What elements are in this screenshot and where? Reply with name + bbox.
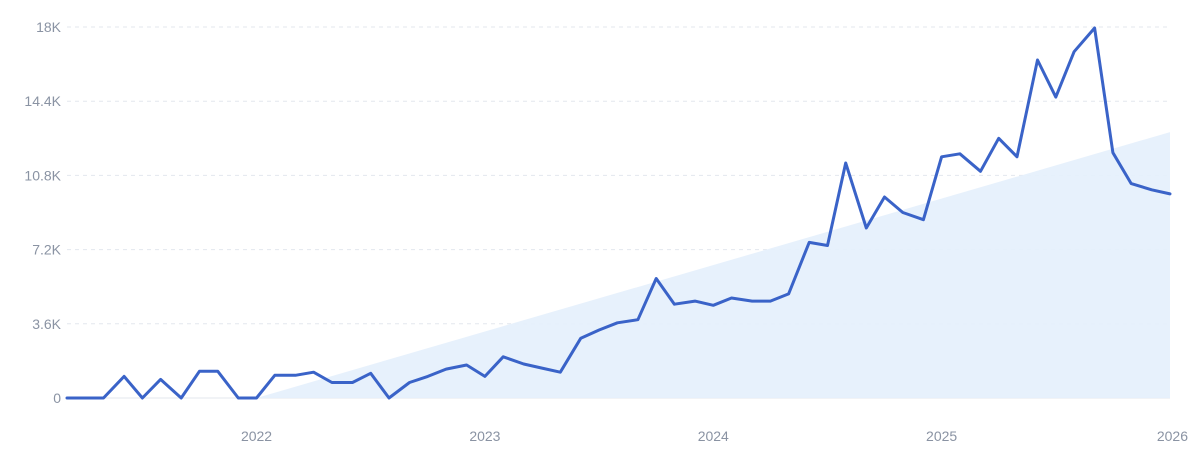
y-tick-label: 18K <box>36 19 62 35</box>
y-tick-label: 14.4K <box>24 93 61 109</box>
series-layer <box>65 26 1172 400</box>
y-tick-label: 10.8K <box>24 167 61 183</box>
trend-area <box>256 132 1170 398</box>
x-tick-label: 2026 <box>1157 428 1188 444</box>
y-tick-label: 0 <box>53 390 61 406</box>
y-tick-label: 7.2K <box>32 242 61 258</box>
x-tick-label: 2025 <box>926 428 957 444</box>
series-line <box>65 26 1172 400</box>
x-tick-label: 2024 <box>698 428 729 444</box>
x-tick-label: 2022 <box>241 428 272 444</box>
trend-area-fill <box>256 132 1170 398</box>
y-axis-labels: 0 3.6K 7.2K 10.8K 14.4K 18K <box>24 19 61 406</box>
x-tick-label: 2023 <box>469 428 500 444</box>
y-tick-label: 3.6K <box>32 316 61 332</box>
x-axis-labels: 2022 2023 2024 2025 2026 <box>241 428 1188 444</box>
